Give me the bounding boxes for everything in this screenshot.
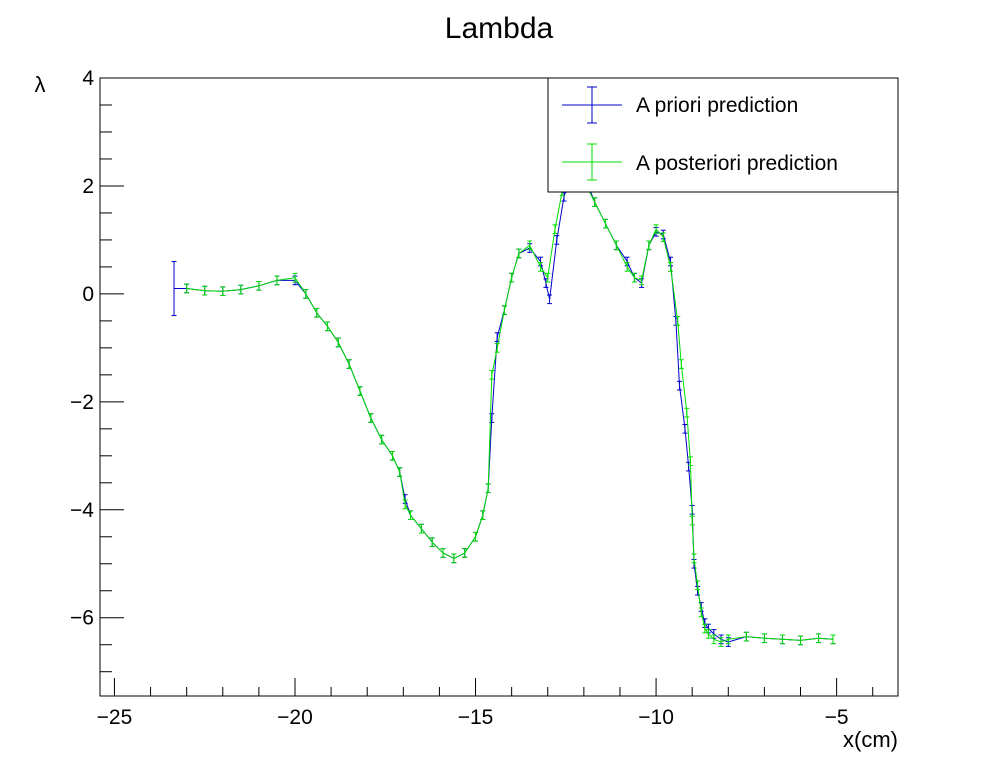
y-tick-label: 0: [82, 283, 94, 306]
y-tick-label: 4: [82, 67, 94, 90]
error-bar-point: [489, 370, 495, 380]
error-bar-point: [711, 634, 717, 645]
error-bar-point: [743, 631, 749, 642]
error-bar-point: [527, 240, 533, 251]
error-bar-point: [718, 637, 724, 647]
error-bar-point: [314, 307, 320, 318]
error-bar-point: [480, 510, 486, 521]
series-layer: [171, 164, 836, 647]
error-bar-point: [485, 483, 491, 494]
x-tick-label: −15: [458, 706, 494, 729]
y-tick-label: −6: [70, 607, 94, 630]
error-bar-point: [698, 607, 704, 618]
error-bar-point: [639, 275, 645, 286]
legend-box: [547, 77, 899, 193]
y-axis-label: λ: [35, 72, 46, 97]
error-bar-point: [779, 634, 785, 645]
x-tick-label: −5: [825, 706, 849, 729]
error-bar-point: [494, 343, 500, 353]
error-bar-point: [397, 467, 403, 477]
error-bar-point: [418, 523, 424, 534]
legend-label-a-posteriori: A posteriori prediction: [636, 152, 838, 175]
error-bar-point: [545, 272, 551, 283]
legend-symbol-a-priori: [562, 86, 622, 124]
plot-frame: [99, 77, 899, 697]
error-bar-point: [509, 272, 515, 283]
error-bar-point: [613, 240, 619, 251]
error-bar-point: [554, 235, 560, 245]
error-bar-point: [668, 262, 674, 272]
error-bar-point: [761, 633, 767, 644]
error-bar-point: [462, 548, 468, 558]
error-bar-point: [335, 337, 341, 348]
error-bar-point: [816, 633, 822, 644]
x-axis-label: x(cm): [843, 727, 898, 752]
error-bar-point: [357, 386, 363, 396]
error-bar-point: [402, 499, 408, 510]
series-line: [186, 174, 834, 643]
error-bar-point: [389, 450, 395, 461]
error-bar-point: [171, 261, 177, 316]
error-bar-point: [538, 262, 544, 272]
error-bar-point: [631, 272, 637, 283]
error-bar-point: [705, 629, 711, 639]
error-bar-point: [624, 262, 630, 272]
error-bar-point: [552, 224, 558, 234]
error-bar-point: [725, 634, 731, 645]
series-line: [174, 169, 834, 643]
error-bar-point: [408, 510, 414, 521]
error-bar-point: [379, 434, 385, 445]
error-bar-point: [202, 285, 208, 296]
error-bar-point: [184, 283, 190, 294]
y-axis: −6 −4 −2 0 2 4: [70, 67, 124, 673]
x-tick-label: −10: [638, 706, 674, 729]
error-bar-point: [646, 240, 652, 251]
error-bar-point: [303, 289, 309, 299]
y-tick-label: −2: [70, 391, 94, 414]
error-bar-point: [547, 294, 553, 305]
error-bar-point: [368, 413, 374, 423]
error-bar-point: [684, 407, 690, 418]
error-bar-point: [678, 359, 684, 369]
y-tick-label: 2: [82, 175, 94, 198]
error-bar-point: [689, 515, 695, 526]
legend-symbol-a-posteriori: [562, 143, 622, 181]
error-bar-point: [687, 456, 693, 467]
error-bar-point: [473, 531, 479, 542]
x-tick-label: −20: [277, 706, 313, 729]
error-bar-point: [695, 580, 701, 591]
error-bar-point: [653, 224, 659, 234]
x-axis: −25 −20 −15 −10 −5: [97, 678, 874, 729]
series-1: [184, 170, 836, 647]
x-tick-label: −25: [97, 706, 133, 729]
error-bar-point: [691, 553, 697, 564]
error-bar-point: [501, 305, 507, 315]
error-bar-point: [256, 280, 262, 291]
error-bar-point: [798, 635, 804, 646]
legend: A priori prediction A posteriori predict…: [547, 77, 899, 193]
error-bar-point: [830, 634, 836, 645]
error-bar-point: [516, 248, 522, 259]
error-bar-point: [292, 272, 298, 283]
y-tick-label: −4: [70, 499, 94, 522]
error-bar-point: [592, 197, 598, 207]
error-bar-point: [324, 321, 330, 332]
error-bar-point: [274, 275, 280, 286]
error-bar-point: [702, 623, 708, 634]
error-bar-point: [220, 286, 226, 297]
error-bar-point: [675, 316, 681, 326]
series-0: [171, 164, 836, 647]
legend-label-a-priori: A priori prediction: [636, 94, 798, 117]
error-bar-point: [429, 537, 435, 547]
error-bar-point: [440, 548, 446, 558]
chart-title: Lambda: [445, 12, 554, 45]
error-bar-point: [603, 218, 609, 229]
error-bar-point: [451, 553, 457, 564]
error-bar-point: [238, 284, 244, 295]
error-bar-point: [682, 424, 688, 434]
error-bar-point: [660, 232, 666, 243]
error-bar-point: [677, 380, 683, 391]
error-bar-point: [346, 359, 352, 369]
